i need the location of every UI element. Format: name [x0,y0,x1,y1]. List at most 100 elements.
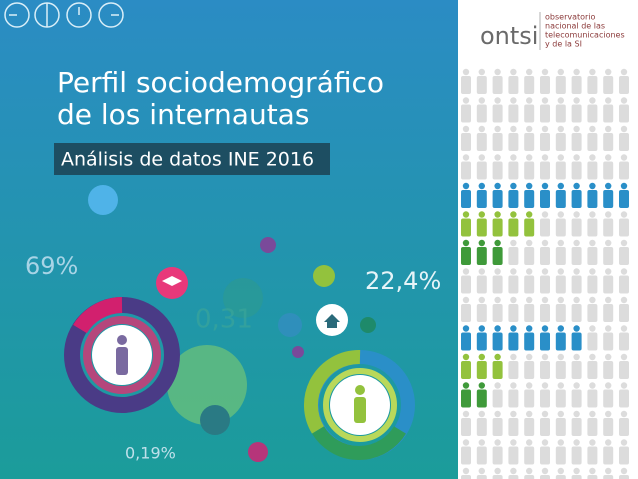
person-icon [494,154,501,161]
person-icon [508,361,519,379]
title-line: de los internautas [57,98,309,131]
person-icon [573,211,580,218]
person-icon [492,475,503,479]
person-icon [462,410,470,418]
grad-badge [156,267,188,299]
person-icon [603,446,614,465]
person-icon [587,418,598,436]
person-icon [605,382,612,389]
person-icon [510,68,517,76]
person-icon [541,439,549,446]
person-icon [557,68,564,76]
person-icon [587,275,598,294]
person-icon [573,353,580,361]
person-icon [555,275,566,294]
person-icon [462,296,470,304]
person-icon [526,467,533,475]
person-icon [573,325,580,332]
person-icon [541,239,549,247]
person-icon [478,353,485,361]
person-icon [462,125,470,133]
logo-line: nacional de las [545,22,605,31]
person-icon [462,353,470,361]
person-icon [587,304,598,322]
person-icon [619,161,629,180]
person-icon [555,446,566,465]
person-icon [589,439,596,446]
person-icon [461,190,471,208]
person-icon [526,325,533,332]
person-icon [524,104,535,123]
person-icon [462,268,470,275]
person-icon [526,182,533,190]
figure: 0,31 [195,305,253,335]
person-icon [492,389,503,408]
person-icon [540,133,550,151]
person-icon [461,133,471,151]
person-icon [508,76,519,94]
person-icon [603,361,614,379]
person-icon [508,332,519,351]
person-icon [571,418,582,436]
person-icon [571,275,582,294]
person-icon [494,353,501,361]
person-icon [571,247,582,265]
person-icon [619,247,629,265]
person-icon [619,475,629,479]
person-icon [557,467,564,475]
person-icon [526,239,533,247]
person-icon [557,268,564,275]
person-icon [478,296,485,304]
person-icon [603,104,614,123]
person-icon [557,211,564,218]
person-icon [571,218,582,237]
people-grid [461,68,629,479]
person-icon [462,382,470,389]
person-icon [508,133,519,151]
person-icon [492,446,503,465]
person-icon [540,247,550,265]
person-icon [492,104,503,123]
person-icon [508,161,519,180]
person-icon [541,125,549,133]
logo-area [458,0,638,62]
person-icon [571,475,582,479]
person-icon [526,268,533,275]
person-icon [476,190,487,208]
person-icon [476,389,487,408]
person-icon [589,296,596,304]
person-icon [573,154,580,161]
person-icon [462,182,470,190]
person-icon [492,304,503,322]
person-icon [603,190,614,208]
person-icon [541,154,549,161]
person-icon [620,211,628,218]
person-icon [478,97,485,104]
person-icon [605,125,612,133]
title-line: Perfil sociodemográfico [57,66,384,99]
person-icon [461,247,471,265]
person-icon [494,125,501,133]
person-icon [462,68,470,76]
person-icon [619,133,629,151]
person-icon [540,161,550,180]
person-icon [492,133,503,151]
person-icon [571,332,582,351]
person-icon [555,218,566,237]
person-icon [510,353,517,361]
person-icon [603,475,614,479]
person-icon [571,133,582,151]
person-icon [619,275,629,294]
person-icon [476,275,487,294]
person-icon [476,161,487,180]
person-icon [571,361,582,379]
person-icon [461,304,471,322]
clock-icons [4,2,124,28]
person-icon [589,211,596,218]
person-icon [555,104,566,123]
person-icon [589,239,596,247]
person-icon [557,125,564,133]
person-icon [619,332,629,351]
person-icon [540,190,550,208]
person-icon [603,161,614,180]
